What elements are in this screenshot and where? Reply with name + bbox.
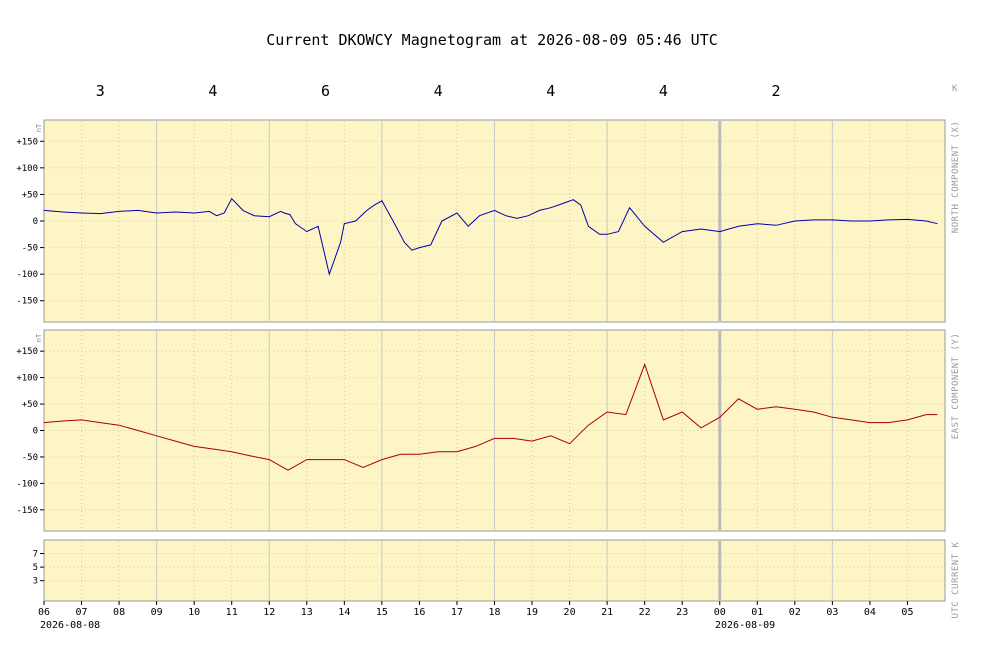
x-tick-label: 09 [151,607,163,618]
north-side-label: NORTH COMPONENT (X) [951,121,961,233]
x-tick-label: 08 [113,607,125,618]
x-tick-label: 11 [226,607,238,618]
x-tick-label: 18 [488,607,500,618]
k-side-label: UTC CURRENT K [951,541,961,618]
y-tick-label: -100 [16,270,38,280]
x-tick-label: 06 [38,607,50,618]
k-index-value: 3 [96,82,105,100]
x-tick-label: 21 [601,607,613,618]
y-tick-label: -100 [16,479,38,489]
k-grid [45,541,944,600]
y-tick-label: +50 [22,190,38,200]
y-tick-label: -150 [16,297,38,307]
x-tick-label: 17 [451,607,463,618]
y-tick-label: 7 [33,550,38,560]
y-tick-label: +50 [22,400,38,410]
east-side-label: EAST COMPONENT (Y) [951,333,961,440]
y-tick-label: 0 [33,217,38,227]
x-tick-label: 04 [864,607,876,618]
midnight-date-label: 2026-08-09 [715,620,775,631]
north-component-panel: +150 +100 +50 0 -50 -100 -150 nT NORTH COMPONE… [16,119,961,323]
north-series-line [43,197,938,276]
east-y-ticks: +150 +100 +50 0 -50 -100 -150 [16,347,44,516]
x-tick-label: 23 [676,607,688,618]
x-tick-label: 00 [714,607,726,618]
start-date-label: 2026-08-08 [40,620,100,631]
east-component-panel: +150 +100 +50 0 -50 -100 -150 nT EAST COMPONEN… [16,329,961,532]
x-tick-label: 22 [639,607,651,618]
y-tick-label: -150 [16,506,38,516]
y-tick-label: 3 [33,577,38,587]
x-tick-label: 05 [901,607,913,618]
north-unit-label: nT [35,123,43,132]
y-tick-label: 5 [33,563,38,573]
x-tick-label: 19 [526,607,538,618]
x-tick-label: 14 [338,607,350,618]
x-tick-label: 01 [751,607,763,618]
x-tick-label: 07 [76,607,88,618]
y-tick-label: +150 [16,347,38,357]
x-tick-label: 02 [789,607,801,618]
k-index-value: 4 [434,82,443,100]
y-tick-label: 0 [33,427,38,437]
k-index-value: 2 [772,82,781,100]
x-tick-label: 16 [413,607,425,618]
x-tick-label: 13 [301,607,313,618]
east-unit-label: nT [35,333,43,342]
x-tick-label: 03 [826,607,838,618]
x-tick-label: 10 [188,607,200,618]
x-tick-label: 12 [263,607,275,618]
y-tick-label: -50 [22,244,38,254]
current-k-panel: 7 5 3 UTC CURRENT K [33,539,961,618]
k-index-value: 4 [546,82,555,100]
k-index-row: 3 4 6 4 4 4 2 [96,82,781,100]
north-grid [45,121,944,321]
k-index-value: 4 [208,82,217,100]
x-tick-label: 20 [564,607,576,618]
y-tick-label: +100 [16,374,38,384]
y-tick-label: +150 [16,137,38,147]
k-index-value: 4 [659,82,668,100]
x-axis-tick-labels: 06 07 08 09 10 11 12 13 14 15 16 17 18 19 20 21 22 23 00 01… [38,601,913,618]
y-tick-label: -50 [22,453,38,463]
k-axis-label: K [952,84,958,94]
north-y-ticks: +150 +100 +50 0 -50 -100 -150 [16,137,44,307]
x-tick-label: 15 [376,607,388,618]
east-grid [45,331,944,530]
k-index-value: 6 [321,82,330,100]
y-tick-label: +100 [16,164,38,174]
chart-title: Current DKOWCY Magnetogram at 2026-08-09… [266,31,718,49]
east-series-line [43,362,938,471]
k-y-ticks: 7 5 3 [33,550,44,587]
